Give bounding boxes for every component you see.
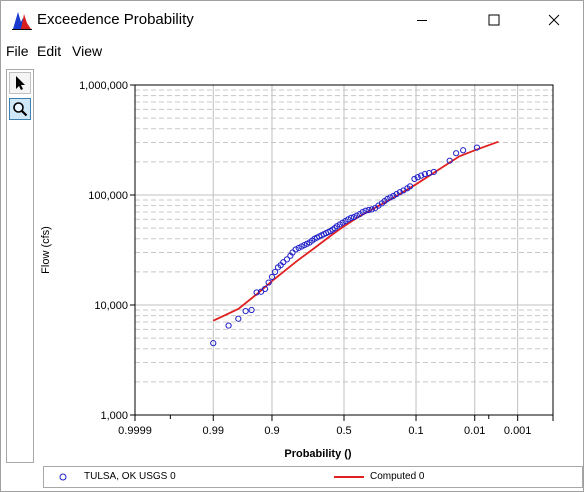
computed-curve — [212, 140, 499, 322]
observed-point — [292, 246, 299, 253]
window-title: Exceedence Probability — [37, 11, 194, 28]
maximize-button[interactable] — [471, 1, 517, 39]
observed-point — [271, 268, 279, 275]
x-tick-label: 0.01 — [464, 425, 485, 437]
observed-point — [289, 249, 296, 256]
y-tick-label: 100,000 — [88, 190, 128, 202]
x-tick-label: 0.99 — [203, 425, 224, 437]
title-bar[interactable]: Exceedence Probability — [1, 1, 583, 39]
observed-point — [460, 147, 467, 154]
tool-palette — [6, 69, 34, 463]
observed-point — [268, 273, 276, 281]
observed-point — [253, 289, 260, 296]
observed-point — [411, 175, 418, 183]
legend-item-observed: TULSA, OK USGS 0 — [58, 471, 176, 482]
observed-point — [418, 172, 425, 179]
plot-area[interactable]: 1,000 10,000 100,000 1,000,000 0.9999 0.99 0.… — [37, 69, 581, 463]
observed-point — [396, 189, 403, 196]
observed-point — [406, 183, 414, 190]
observed-point — [393, 190, 400, 198]
legend-marker-computed — [334, 475, 364, 478]
observed-point — [453, 150, 460, 157]
observed-point — [368, 206, 375, 213]
observed-point — [225, 322, 232, 329]
observed-point — [353, 212, 360, 219]
observed-point — [430, 168, 437, 176]
x-tick-label: 0.9999 — [118, 425, 152, 437]
legend-label-computed: Computed 0 — [370, 471, 425, 482]
observed-point — [235, 315, 242, 322]
x-tick-label: 0.001 — [504, 425, 532, 437]
zoom-icon — [13, 102, 28, 117]
legend: TULSA, OK USGS 0 Computed 0 — [43, 466, 583, 488]
observed-point — [365, 206, 372, 214]
legend-item-computed: Computed 0 — [334, 471, 424, 482]
observed-point — [261, 285, 269, 293]
observed-point — [390, 192, 397, 200]
x-tick-label: 0.5 — [336, 425, 351, 437]
pointer-tool-button[interactable] — [9, 72, 31, 94]
pointer-icon — [16, 76, 25, 90]
legend-label-observed: TULSA, OK USGS 0 — [84, 471, 176, 482]
y-axis-label: Flow (cfs) — [40, 226, 52, 274]
observed-point — [242, 308, 249, 315]
close-button[interactable] — [531, 1, 577, 39]
legend-marker-observed — [59, 473, 67, 480]
observed-point — [210, 340, 217, 347]
observed-point — [347, 214, 355, 221]
observed-point — [257, 288, 265, 295]
observed-point — [359, 208, 366, 216]
y-tick-label: 1,000 — [100, 410, 128, 422]
observed-point — [248, 306, 255, 314]
x-tick-label: 0.9 — [264, 425, 279, 437]
y-tick-label: 1,000,000 — [79, 80, 128, 92]
chart-app-icon — [12, 12, 32, 30]
zoom-tool-button[interactable] — [9, 98, 31, 120]
observed-point — [283, 256, 291, 263]
close-icon — [548, 14, 560, 26]
observed-point — [265, 279, 272, 286]
y-tick-label: 10,000 — [94, 300, 128, 312]
menu-edit[interactable]: Edit — [37, 43, 62, 59]
x-tick-label: 0.1 — [408, 425, 423, 437]
maximize-icon — [488, 14, 500, 26]
exceedence-chart[interactable]: 1,000 10,000 100,000 1,000,000 0.9999 0.99 0.… — [37, 69, 581, 463]
observed-point — [414, 174, 421, 181]
observed-point — [473, 144, 481, 151]
observed-point — [446, 157, 453, 164]
observed-point — [362, 207, 369, 214]
minimize-icon — [417, 20, 427, 21]
observed-point — [421, 170, 428, 178]
x-axis-label: Probability () — [284, 448, 352, 460]
menu-bar: File Edit View — [1, 41, 583, 63]
menu-file[interactable]: File — [6, 43, 29, 59]
menu-view[interactable]: View — [72, 43, 103, 59]
minimize-button[interactable] — [399, 1, 445, 39]
observed-point — [387, 194, 394, 201]
